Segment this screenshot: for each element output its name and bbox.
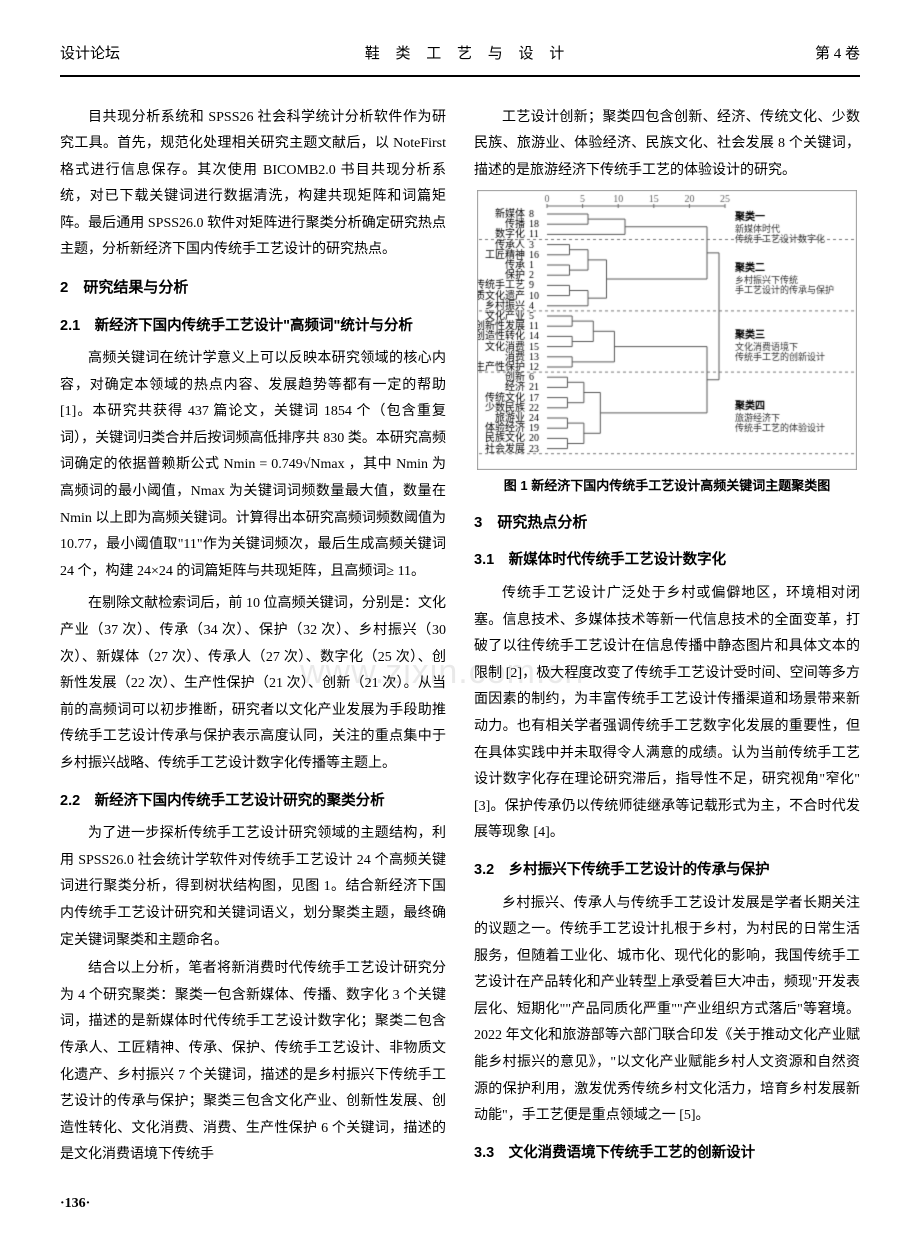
left-column: 目共现分析系统和 SPSS26 社会科学统计分析软件作为研究工具。首先，规范化处… <box>60 105 446 1174</box>
content-columns: 目共现分析系统和 SPSS26 社会科学统计分析软件作为研究工具。首先，规范化处… <box>60 105 860 1174</box>
section-2-2-para-a: 为了进一步探析传统手工艺设计研究领域的主题结构，利用 SPSS26.0 社会统计… <box>60 821 446 954</box>
dendrogram-canvas <box>477 190 857 470</box>
section-3-1-para: 传统手工艺设计广泛处于乡村或偏僻地区，环境相对闭塞。信息技术、多媒体技术等新一代… <box>474 581 860 847</box>
section-2-1-para-b: 在剔除文献检索词后，前 10 位高频关键词，分别是：文化产业（37 次）、传承（… <box>60 591 446 777</box>
right-top-paragraph: 工艺设计创新；聚类四包含创新、经济、传统文化、少数民族、旅游业、体验经济、民族文… <box>474 105 860 185</box>
page-number: ·136· <box>60 1191 860 1218</box>
section-3-2-heading: 3.2 乡村振兴下传统手工艺设计的传承与保护 <box>474 857 860 885</box>
section-3-3-heading: 3.3 文化消费语境下传统手工艺的创新设计 <box>474 1140 860 1168</box>
figure-1-caption: 图 1 新经济下国内传统手工艺设计高频关键词主题聚类图 <box>474 474 860 499</box>
header-center: 鞋 类 工 艺 与 设 计 <box>365 40 571 69</box>
section-2-1-heading: 2.1 新经济下国内传统手工艺设计"高频词"统计与分析 <box>60 313 446 341</box>
section-2-1-para-a: 高频关键词在统计学意义上可以反映本研究领域的核心内容，对确定本领域的热点内容、发… <box>60 346 446 585</box>
intro-paragraph: 目共现分析系统和 SPSS26 社会科学统计分析软件作为研究工具。首先，规范化处… <box>60 105 446 265</box>
page-header: 设计论坛 鞋 类 工 艺 与 设 计 第 4 卷 <box>60 40 860 77</box>
right-column: 工艺设计创新；聚类四包含创新、经济、传统文化、少数民族、旅游业、体验经济、民族文… <box>474 105 860 1174</box>
section-3-1-heading: 3.1 新媒体时代传统手工艺设计数字化 <box>474 547 860 575</box>
section-2-2-para-b: 结合以上分析，笔者将新消费时代传统手工艺设计研究分为 4 个研究聚类：聚类一包含… <box>60 956 446 1169</box>
section-2-2-heading: 2.2 新经济下国内传统手工艺设计研究的聚类分析 <box>60 788 446 816</box>
header-right: 第 4 卷 <box>815 40 860 69</box>
section-3-heading: 3 研究热点分析 <box>474 509 860 538</box>
figure-1: 图 1 新经济下国内传统手工艺设计高频关键词主题聚类图 <box>474 190 860 499</box>
section-2-heading: 2 研究结果与分析 <box>60 274 446 303</box>
section-3-2-para: 乡村振兴、传承人与传统手工艺设计发展是学者长期关注的议题之一。传统手工艺设计扎根… <box>474 891 860 1130</box>
header-left: 设计论坛 <box>60 40 120 69</box>
